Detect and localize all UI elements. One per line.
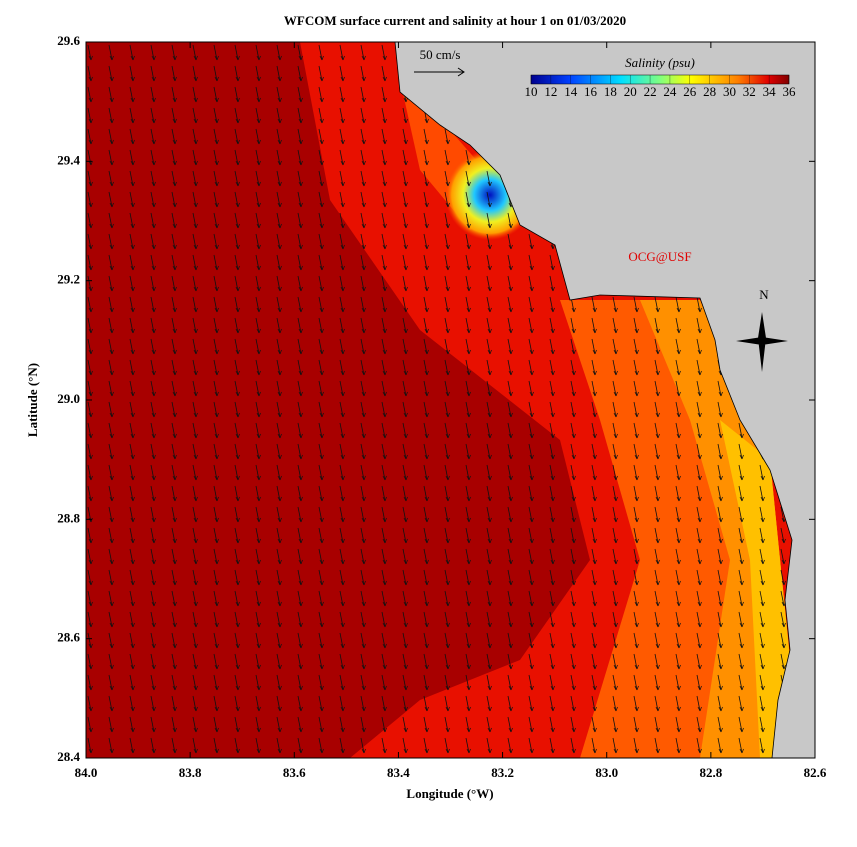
y-tick-label: 28.8 [57,510,80,525]
colorbar-tick-label: 20 [624,84,637,99]
x-tick-label: 83.0 [595,765,618,780]
y-tick-label: 28.6 [57,630,80,645]
y-tick-label: 29.2 [57,272,80,287]
y-tick-label: 29.0 [57,391,80,406]
x-tick-label: 83.6 [283,765,306,780]
colorbar-tick-label: 24 [663,84,677,99]
colorbar-tick-label: 10 [525,84,538,99]
x-tick-label: 82.8 [699,765,722,780]
scale-arrow-head [457,67,465,77]
colorbar-tick-label: 36 [783,84,797,99]
compass-label: N [759,287,769,302]
x-tick-label: 84.0 [75,765,98,780]
x-axis-label: Longitude (°W) [406,786,493,801]
compass [736,312,788,372]
colorbar-tick-label: 32 [743,84,756,99]
x-tick-label: 83.8 [179,765,202,780]
x-tick-label: 83.2 [491,765,514,780]
colorbar-tick-label: 14 [564,84,578,99]
colorbar [530,74,790,85]
colorbar-tick-label: 18 [604,84,617,99]
colorbar-tick-label: 28 [703,84,716,99]
x-tick-label: 82.6 [804,765,827,780]
x-tick-label: 83.4 [387,765,410,780]
y-tick-label: 29.6 [57,33,80,48]
salinity-field [86,42,815,758]
credit: OCG@USF [628,249,691,264]
scale-label: 50 cm/s [420,47,461,62]
y-axis-label: Latitude (°N) [25,363,40,437]
colorbar-tick-label: 22 [644,84,657,99]
colorbar-tick-label: 26 [683,84,697,99]
colorbar-title: Salinity (psu) [625,55,695,70]
map-title: WFCOM surface current and salinity at ho… [284,13,626,28]
colorbar-tick-label: 30 [723,84,736,99]
colorbar-tick-label: 12 [544,84,557,99]
y-tick-label: 28.4 [57,749,80,764]
y-tick-label: 29.4 [57,152,80,167]
colorbar-tick-label: 34 [763,84,777,99]
colorbar-tick-label: 16 [584,84,598,99]
